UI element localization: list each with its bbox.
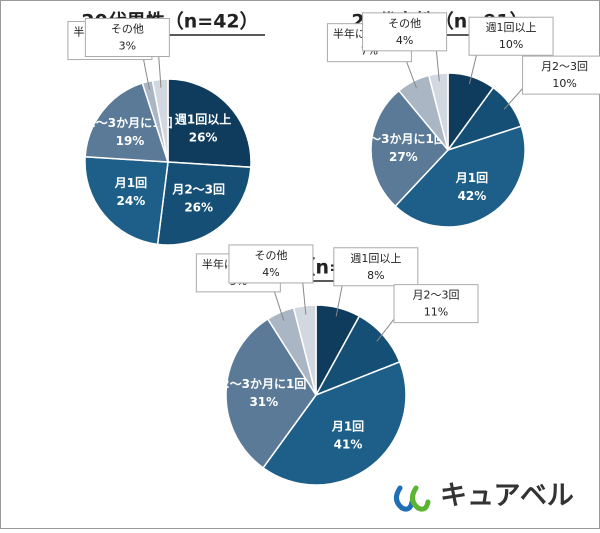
slice-label: 月1回 xyxy=(331,420,364,434)
pie-slice xyxy=(394,125,526,228)
slice-value: 31% xyxy=(249,395,278,409)
slice-label: その他 xyxy=(254,249,287,262)
slice-label: 週1回以上 xyxy=(486,21,537,34)
slice-label: 2～3か月に1回 xyxy=(221,377,306,391)
slice-label: 2～3か月に1回 xyxy=(87,116,172,130)
pie-slice xyxy=(84,155,169,246)
slice-value: 10% xyxy=(552,77,576,90)
slice-label: 2～3か月に1回 xyxy=(361,132,446,146)
slice-label: 月2～3回 xyxy=(541,60,588,73)
label-box xyxy=(333,247,419,287)
label-box xyxy=(468,16,554,56)
slice-value: 41% xyxy=(334,438,363,452)
slice-value: 26% xyxy=(189,131,218,145)
pie-slice xyxy=(167,78,252,169)
pie-slice xyxy=(370,89,449,208)
slice-value: 26% xyxy=(184,201,213,215)
logo: キュアベル xyxy=(394,481,574,512)
logo-text: キュアベル xyxy=(440,481,574,512)
pie-slice xyxy=(225,317,317,469)
slice-value: 42% xyxy=(458,189,487,203)
slice-label: 月1回 xyxy=(455,171,488,185)
slice-label: その他 xyxy=(111,23,144,36)
slice-value: 10% xyxy=(499,38,523,51)
slice-value: 3% xyxy=(119,40,136,53)
slice-label: 週1回以上 xyxy=(350,252,401,265)
pie-slice xyxy=(156,161,252,246)
slice-value: 4% xyxy=(396,34,413,47)
slice-value: 4% xyxy=(262,266,279,279)
slice-label: 月2～3回 xyxy=(171,183,225,197)
slice-label: 週1回以上 xyxy=(175,112,231,127)
label-box xyxy=(393,284,479,324)
slice-value: 24% xyxy=(117,194,146,208)
slice-label: 月2～3回 xyxy=(413,289,460,302)
slice-label: その他 xyxy=(388,17,421,30)
label-box xyxy=(228,244,314,284)
slice-label: 月1回 xyxy=(114,176,147,190)
slice-value: 27% xyxy=(389,150,418,164)
slice-value: 19% xyxy=(116,134,145,148)
slice-value: 11% xyxy=(424,306,448,319)
label-box xyxy=(362,12,448,52)
pie-slice xyxy=(84,82,170,163)
label-box xyxy=(522,55,600,95)
label-box xyxy=(84,18,170,58)
slice-value: 8% xyxy=(367,269,384,282)
pie-slice xyxy=(262,360,407,486)
